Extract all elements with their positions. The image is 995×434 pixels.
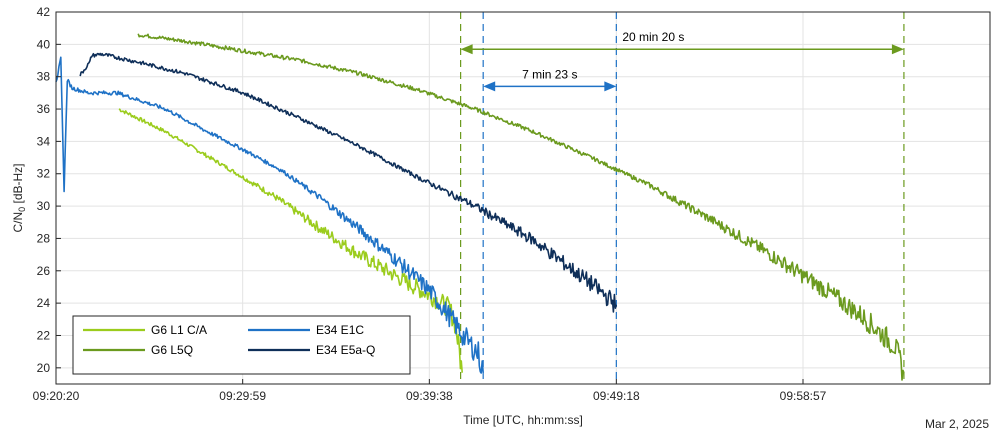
annotation-label: 7 min 23 s	[522, 67, 577, 81]
annotation-arrow-left	[461, 44, 473, 54]
y-tick-label: 26	[37, 264, 51, 278]
x-tick-label: 09:58:57	[780, 389, 827, 403]
duration-annotations: 20 min 20 s 7 min 23 s	[461, 30, 904, 91]
legend: G6 L1 C/A E34 E1C G6 L5Q E34 E5a-Q	[73, 316, 410, 374]
y-tick-label: 22	[37, 328, 51, 342]
annotation-arrow-right	[604, 81, 616, 91]
x-tick-label: 09:39:38	[406, 389, 453, 403]
y-tick-label: 38	[37, 70, 51, 84]
legend-label: E34 E5a-Q	[316, 343, 375, 357]
date-label: Mar 2, 2025	[925, 417, 989, 431]
y-axis-label-main: C/N	[11, 212, 25, 233]
y-tick-label: 36	[37, 102, 51, 116]
y-tick-label: 30	[37, 199, 51, 213]
x-axis-label: Time [UTC, hh:mm:ss]	[463, 413, 583, 427]
legend-label: G6 L5Q	[151, 343, 193, 357]
legend-label: G6 L1 C/A	[151, 323, 207, 337]
series-line-3	[80, 54, 616, 312]
x-tick-label: 09:20:20	[33, 389, 80, 403]
legend-label: E34 E1C	[316, 323, 364, 337]
y-axis-label: C/N0 [dB-Hz]	[11, 163, 27, 232]
annotation-arrow-right	[892, 44, 904, 54]
annotation-arrow-left	[483, 81, 495, 91]
annotation-label: 20 min 20 s	[622, 30, 684, 44]
y-tick-label: 32	[37, 167, 51, 181]
y-tick-label: 40	[37, 37, 51, 51]
x-tick-label: 09:29:59	[219, 389, 266, 403]
x-tick-label: 09:49:18	[593, 389, 640, 403]
y-tick-label: 24	[37, 296, 51, 310]
y-axis-label-unit: [dB-Hz]	[11, 163, 25, 206]
y-tick-label: 34	[37, 134, 51, 148]
y-tick-label: 42	[37, 5, 51, 19]
y-tick-label: 28	[37, 231, 51, 245]
y-tick-label: 20	[37, 361, 51, 375]
